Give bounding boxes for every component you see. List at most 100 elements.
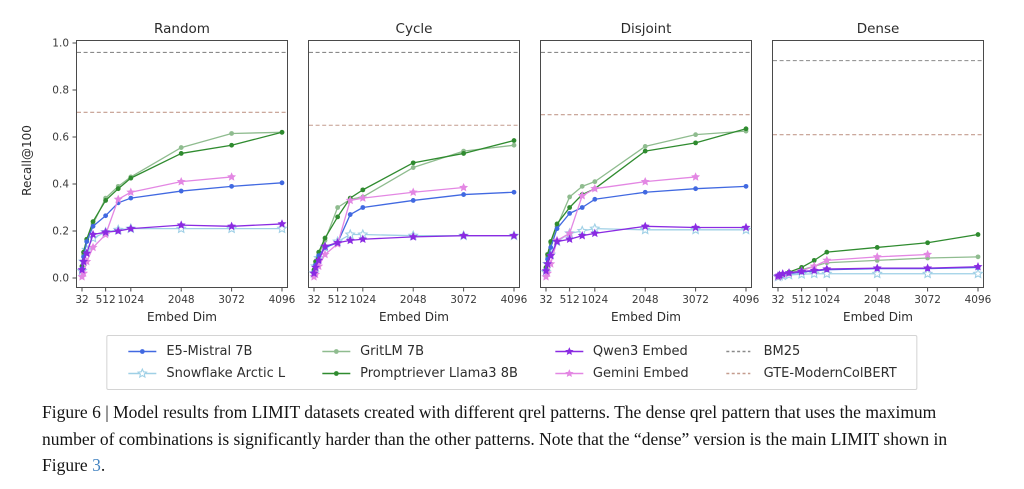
legend-label: GTE-ModernColBERT bbox=[763, 366, 897, 381]
marker-qwen3-embed bbox=[541, 266, 551, 275]
figure-3-link[interactable]: 3 bbox=[92, 455, 101, 476]
x-tick-label: 4096 bbox=[269, 294, 296, 306]
marker-qwen3-embed bbox=[923, 263, 933, 272]
marker-gemini-embed bbox=[88, 242, 98, 252]
marker-gemini-embed bbox=[227, 172, 237, 181]
legend-marker-e5-mistral-7b-icon bbox=[128, 349, 157, 354]
marker-qwen3-embed bbox=[459, 231, 469, 240]
x-tick-label: 32 bbox=[75, 294, 88, 306]
x-tick-label: 2048 bbox=[632, 294, 659, 306]
marker-snowflake-arctic-l bbox=[276, 222, 288, 234]
marker-qwen3-embed bbox=[822, 264, 832, 273]
marker-qwen3-embed bbox=[408, 232, 418, 241]
marker-qwen3-embed bbox=[88, 229, 98, 239]
marker-promptriever-llama3-8b bbox=[874, 245, 880, 250]
legend-marker-gritlm-7b-icon bbox=[322, 349, 351, 354]
marker-qwen3-embed bbox=[314, 255, 324, 265]
marker-gemini-embed bbox=[345, 195, 355, 205]
marker-promptriever-llama3-8b bbox=[743, 126, 749, 132]
series-gemini-embed bbox=[773, 249, 933, 281]
series-gemini-embed bbox=[309, 182, 469, 281]
marker-qwen3-embed bbox=[176, 220, 186, 229]
marker-gemini-embed bbox=[320, 249, 330, 259]
subplot-random: Random 32 512 1024 2048 3072 4096 Embed Dim 0.0 0… bbox=[20, 21, 296, 324]
legend-marker-snowflake-arctic-l-icon bbox=[128, 367, 157, 379]
marker-qwen3-embed bbox=[101, 227, 111, 236]
marker-e5-mistral-7b bbox=[461, 192, 467, 197]
subplot-title: Random bbox=[154, 21, 210, 37]
marker-promptriever-llama3-8b bbox=[554, 221, 560, 227]
marker-qwen3-embed bbox=[872, 263, 882, 272]
series-qwen3-embed bbox=[77, 219, 287, 274]
marker-gemini-embed bbox=[691, 172, 701, 181]
marker-qwen3-embed bbox=[82, 248, 92, 258]
x-tick-label: 3072 bbox=[682, 294, 709, 306]
y-tick-label: 0.4 bbox=[52, 179, 69, 191]
marker-gemini-embed bbox=[459, 182, 469, 192]
y-tick-label: 0.0 bbox=[52, 273, 69, 285]
marker-e5-mistral-7b bbox=[592, 196, 598, 202]
marker-qwen3-embed bbox=[358, 234, 368, 244]
legend-marker-gte-moderncolbert-icon bbox=[726, 372, 751, 375]
marker-gritlm-7b bbox=[693, 132, 699, 138]
x-axis-label: Embed Dim bbox=[147, 310, 217, 324]
marker-promptriever-llama3-8b bbox=[410, 160, 416, 166]
marker-qwen3-embed bbox=[509, 231, 519, 240]
legend-item-bm25: BM25 bbox=[725, 344, 897, 359]
series-promptriever-llama3-8b bbox=[79, 129, 285, 269]
legend-item-gritlm-7b: GritLM 7B bbox=[321, 344, 518, 359]
marker-e5-mistral-7b bbox=[90, 223, 96, 229]
marker-qwen3-embed bbox=[126, 223, 136, 233]
x-tick-label: 1024 bbox=[349, 294, 376, 306]
marker-promptriever-llama3-8b bbox=[511, 138, 517, 143]
x-tick-label: 3072 bbox=[218, 294, 245, 306]
x-tick-label: 4096 bbox=[733, 294, 760, 306]
x-tick-label: 512 bbox=[96, 294, 116, 306]
marker-qwen3-embed bbox=[809, 265, 819, 275]
subplot-disjoint: Disjoint 32 512 1024 2048 3072 4096 Embed Dim bbox=[539, 21, 759, 324]
series-qwen3-embed bbox=[773, 262, 983, 280]
marker-qwen3-embed bbox=[565, 234, 575, 244]
marker-qwen3-embed bbox=[546, 250, 556, 260]
legend-label: Qwen3 Embed bbox=[592, 344, 688, 359]
marker-e5-mistral-7b bbox=[743, 183, 749, 189]
x-tick-label: 4096 bbox=[501, 294, 528, 306]
marker-promptriever-llama3-8b bbox=[925, 240, 931, 246]
series-line-snowflake-arctic-l bbox=[313, 233, 514, 274]
series-line-qwen3-embed bbox=[313, 235, 514, 274]
marker-promptriever-llama3-8b bbox=[335, 214, 341, 220]
x-tick-label: 2048 bbox=[168, 294, 195, 306]
marker-gemini-embed bbox=[822, 255, 832, 265]
x-axis-label: Embed Dim bbox=[379, 310, 449, 324]
marker-qwen3-embed bbox=[640, 221, 650, 231]
marker-gritlm-7b bbox=[975, 254, 981, 260]
marker-qwen3-embed bbox=[79, 256, 89, 266]
x-tick-label: 3072 bbox=[450, 294, 477, 306]
marker-e5-mistral-7b bbox=[128, 195, 134, 201]
marker-qwen3-embed bbox=[77, 265, 87, 274]
marker-promptriever-llama3-8b bbox=[461, 151, 467, 156]
legend-label: BM25 bbox=[763, 344, 801, 359]
marker-qwen3-embed bbox=[552, 236, 562, 246]
series-line-e5-mistral-7b bbox=[545, 185, 747, 270]
marker-snowflake-arctic-l bbox=[871, 267, 883, 279]
marker-gritlm-7b bbox=[592, 179, 598, 185]
marker-qwen3-embed bbox=[973, 262, 983, 271]
marker-qwen3-embed bbox=[775, 270, 785, 279]
legend-label: Promptriever Llama3 8B bbox=[360, 366, 518, 381]
marker-e5-mistral-7b bbox=[548, 245, 554, 250]
marker-promptriever-llama3-8b bbox=[360, 187, 366, 193]
series-line-gemini-embed bbox=[313, 186, 464, 278]
marker-promptriever-llama3-8b bbox=[975, 232, 981, 237]
marker-gemini-embed bbox=[590, 184, 600, 193]
series-line-promptriever-llama3-8b bbox=[81, 131, 283, 267]
figure-caption: Figure 6 | Model results from LIMIT data… bbox=[42, 399, 994, 479]
legend-marker-promptriever-llama3-8b-icon bbox=[322, 371, 351, 376]
marker-qwen3-embed bbox=[113, 226, 123, 235]
chart-legend: E5-Mistral 7B Snowflake Arctic L GritLM 7B… bbox=[106, 335, 918, 390]
marker-qwen3-embed bbox=[311, 262, 321, 272]
marker-qwen3-embed bbox=[277, 219, 287, 228]
marker-e5-mistral-7b bbox=[554, 226, 560, 232]
x-axis-label: Embed Dim bbox=[843, 310, 913, 324]
x-tick-label: 1024 bbox=[581, 294, 608, 306]
